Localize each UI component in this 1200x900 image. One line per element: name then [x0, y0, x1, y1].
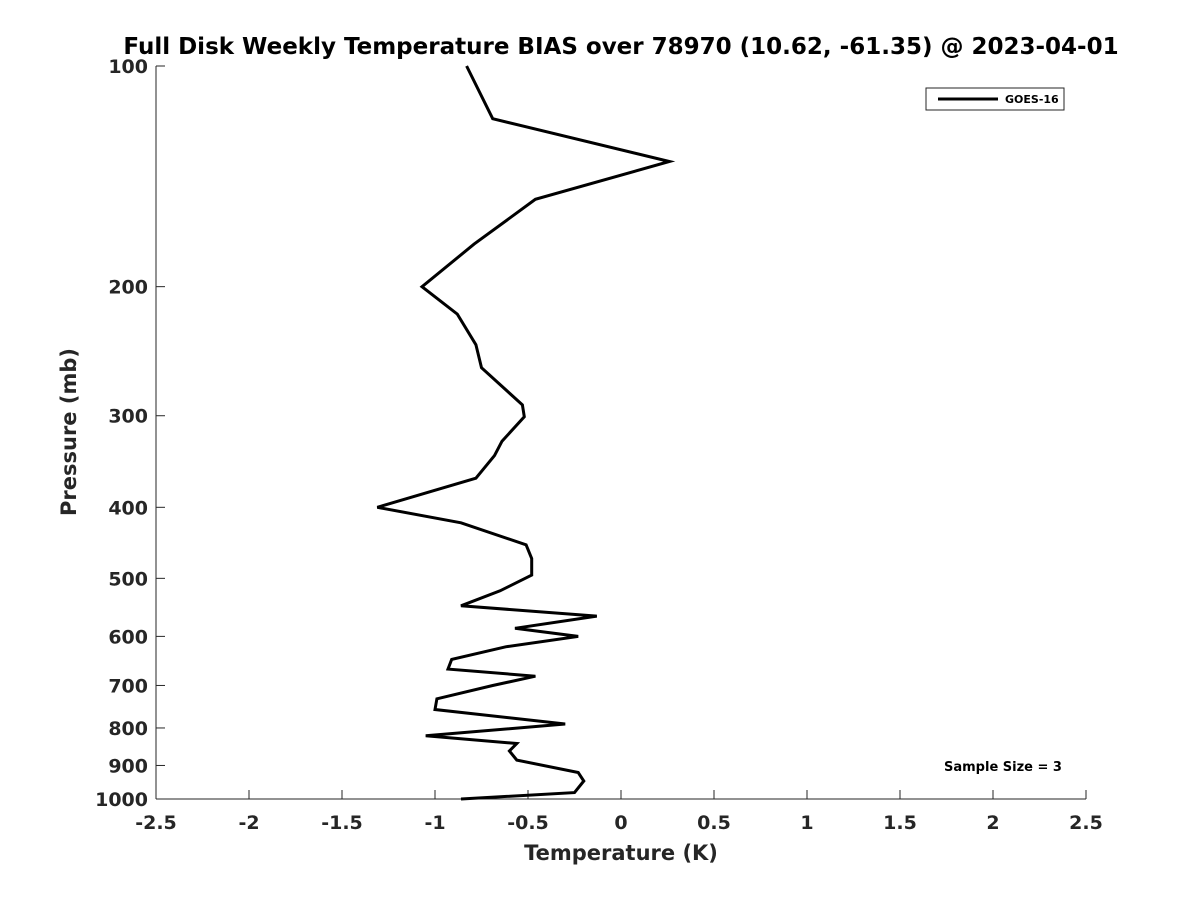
- y-tick-label: 800: [108, 718, 148, 740]
- legend-label-goes16: GOES-16: [1005, 93, 1059, 106]
- y-tick-label: 100: [108, 56, 148, 78]
- y-tick-label: 900: [108, 755, 148, 777]
- x-tick-label: -2: [238, 812, 259, 834]
- x-ticks: -2.5 -2 -1.5 -1 -0.5 0 0.5 1 1.5 2 2.5: [135, 790, 1103, 834]
- x-tick-label: -2.5: [135, 812, 177, 834]
- sample-size-note: Sample Size = 3: [944, 760, 1062, 775]
- x-tick-label: 1.5: [883, 812, 917, 834]
- x-tick-label: 0: [614, 812, 627, 834]
- x-tick-label: 1: [800, 812, 813, 834]
- y-tick-label: 700: [108, 675, 148, 697]
- x-axis-label: Temperature (K): [524, 841, 718, 865]
- y-axis-label: Pressure (mb): [57, 348, 81, 516]
- x-tick-label: -0.5: [507, 812, 549, 834]
- series-line-goes16: [376, 65, 676, 801]
- series-layer: [376, 65, 676, 801]
- y-ticks: 100 200 300 400 500 600 700 800 900 1000: [95, 56, 165, 811]
- y-tick-label: 1000: [95, 789, 148, 811]
- legend: GOES-16: [925, 87, 1065, 111]
- y-tick-label: 400: [108, 497, 148, 519]
- x-tick-label: 2.5: [1069, 812, 1103, 834]
- y-tick-label: 500: [108, 568, 148, 590]
- x-tick-label: -1.5: [321, 812, 363, 834]
- y-tick-label: 600: [108, 626, 148, 648]
- x-tick-label: 0.5: [697, 812, 731, 834]
- chart-title: Full Disk Weekly Temperature BIAS over 7…: [123, 34, 1118, 60]
- x-tick-label: 2: [986, 812, 999, 834]
- y-tick-label: 300: [108, 406, 148, 428]
- y-tick-label: 200: [108, 277, 148, 299]
- x-tick-label: -1: [424, 812, 445, 834]
